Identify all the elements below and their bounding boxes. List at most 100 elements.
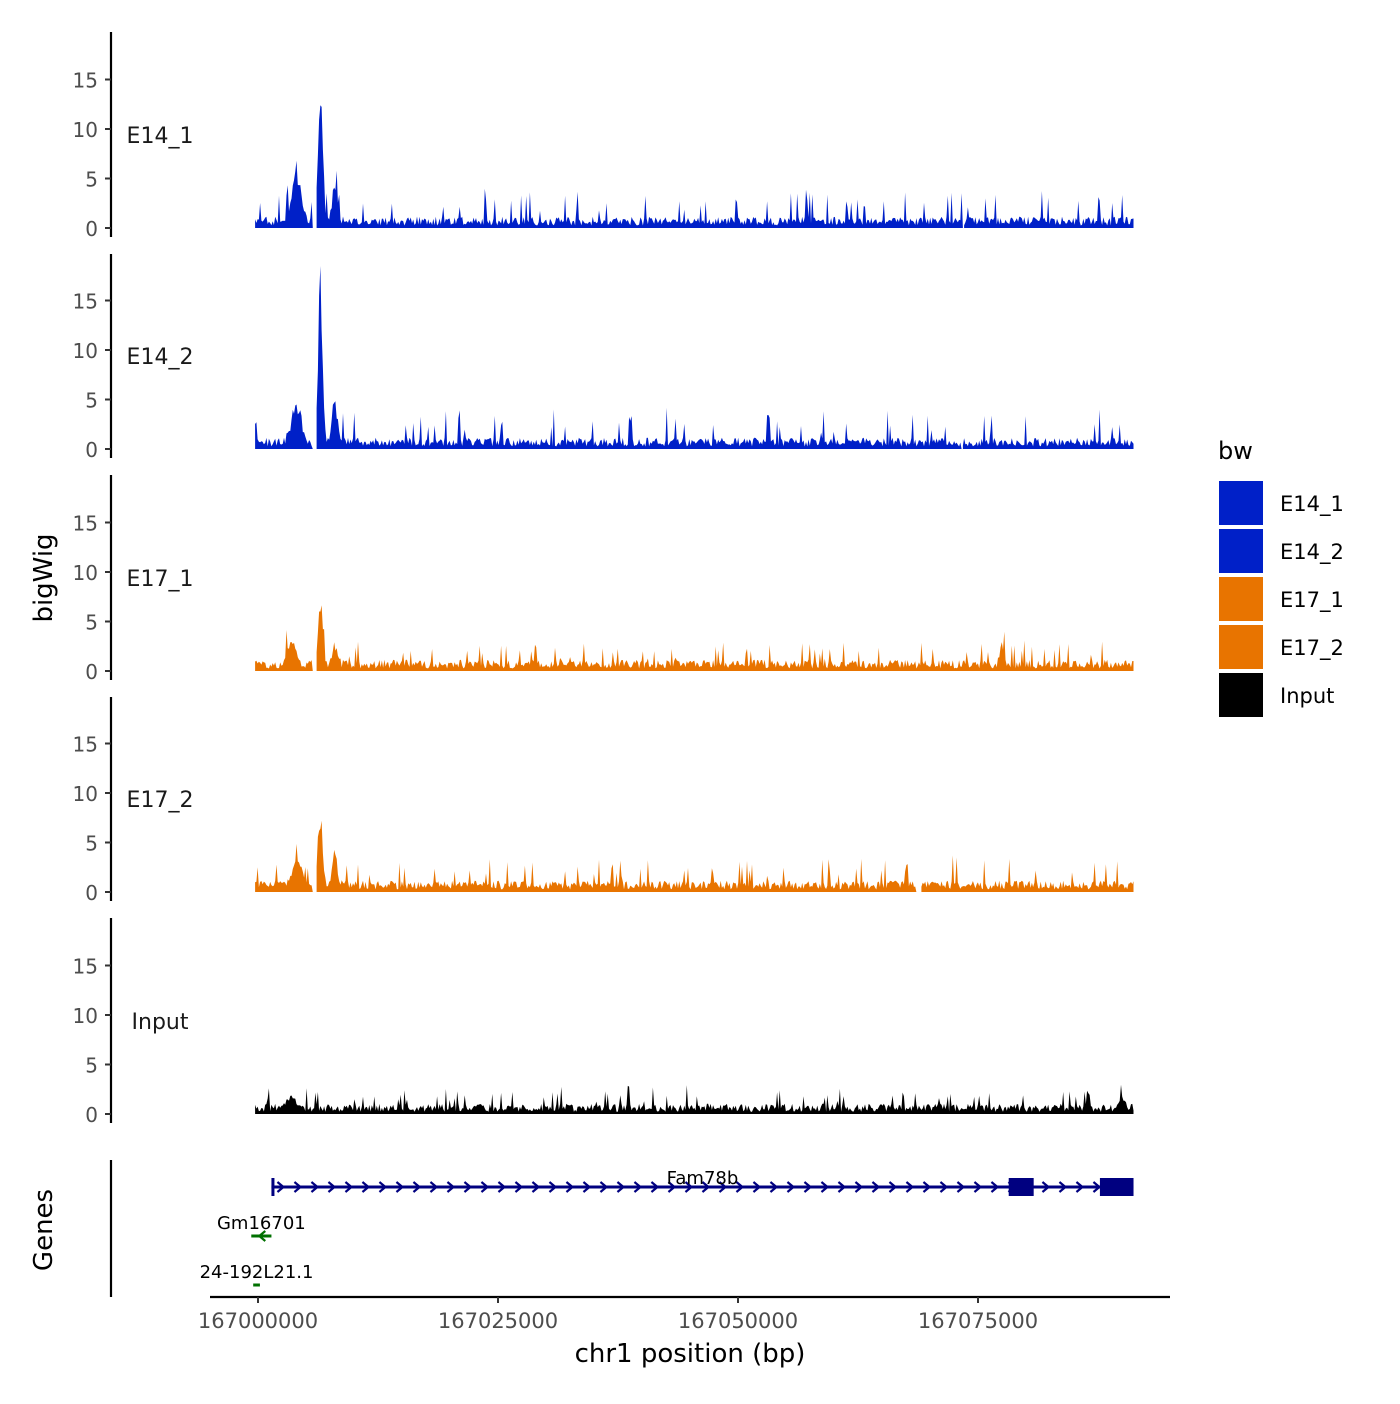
strand-arrow: [1075, 1181, 1085, 1193]
y-tick-label: 10: [73, 782, 98, 806]
strand-arrow: [905, 1181, 915, 1193]
gene-Gm16701: Gm16701: [217, 1213, 306, 1242]
strand-arrow: [480, 1181, 490, 1193]
y-tick-label: 0: [85, 1103, 98, 1127]
y-tick-label: 5: [85, 832, 98, 856]
signal-area-Input: [255, 1084, 1134, 1114]
strand-arrow: [327, 1181, 337, 1193]
x-tick-label: 167050000: [678, 1309, 798, 1333]
strand-arrow: [276, 1181, 286, 1193]
strand-arrow: [514, 1181, 524, 1193]
strand-arrow: [854, 1181, 864, 1193]
strand-arrow: [548, 1181, 558, 1193]
strand-arrow: [293, 1181, 303, 1193]
legend-label-Input: Input: [1280, 684, 1334, 708]
strand-arrow: [684, 1181, 694, 1193]
strand-arrow: [395, 1181, 405, 1193]
genes-axis-label: Genes: [29, 1189, 59, 1271]
exon: [271, 1178, 275, 1196]
signal-area-E14_1: [255, 105, 1134, 228]
x-tick-label: 167025000: [438, 1309, 558, 1333]
y-tick-label: 0: [85, 217, 98, 241]
y-tick-label: 5: [85, 1054, 98, 1078]
y-tick-label: 15: [73, 733, 98, 757]
strand-arrow: [820, 1181, 830, 1193]
legend-title: bw: [1218, 437, 1253, 465]
strand-arrow: [429, 1181, 439, 1193]
track-label: E17_1: [127, 567, 194, 592]
legend-swatch-Input: [1217, 671, 1265, 719]
gene-label: Gm16701: [217, 1213, 306, 1234]
strand-arrow: [922, 1181, 932, 1193]
strand-arrow: [803, 1181, 813, 1193]
y-tick-label: 0: [85, 881, 98, 905]
strand-arrow: [973, 1181, 983, 1193]
strand-arrow: [667, 1181, 677, 1193]
legend-swatch-E17_2: [1217, 623, 1265, 671]
strand-arrow: [582, 1181, 592, 1193]
strand-arrow: [531, 1181, 541, 1193]
gene-label: Fam78b: [667, 1168, 739, 1189]
strand-arrow: [990, 1181, 1000, 1193]
strand-arrow: [565, 1181, 575, 1193]
strand-arrow: [735, 1181, 745, 1193]
strand-arrow: [718, 1181, 728, 1193]
track-E14_2: 0 5 10 15 E14_2: [73, 254, 1134, 462]
track-label: E14_2: [127, 345, 194, 370]
strand-arrow: [344, 1181, 354, 1193]
strand-arrow: [361, 1181, 371, 1193]
strand-arrow: [837, 1181, 847, 1193]
strand-arrow: [650, 1181, 660, 1193]
legend-label-E14_2: E14_2: [1280, 540, 1344, 565]
y-tick-label: 0: [85, 438, 98, 462]
bigwig-tracks: 0 5 10 15 E14_1 0 5 10 15 E14_2 0 5 10 15 E17_1 0 5 10 15 E…: [73, 32, 1134, 1127]
gene-RP24-192L21.1: 24-192L21.1: [200, 1262, 314, 1287]
strand-arrow: [412, 1181, 422, 1193]
strand-arrow: [599, 1181, 609, 1193]
y-tick-label: 15: [73, 290, 98, 314]
signal-area-E17_2: [255, 820, 1134, 892]
track-label: E17_2: [127, 788, 194, 813]
strand-arrow: [616, 1181, 626, 1193]
strand-arrow: [939, 1181, 949, 1193]
strand-arrow: [701, 1181, 711, 1193]
signal-area-E14_2: [255, 266, 1134, 449]
track-E17_2: 0 5 10 15 E17_2: [73, 697, 1134, 905]
legend-swatch-E14_1: [1217, 479, 1265, 527]
y-tick-label: 10: [73, 339, 98, 363]
y-tick-label: 15: [73, 512, 98, 536]
y-tick-label: 10: [73, 561, 98, 585]
gene-Fam78b: Fam78b: [271, 1168, 1134, 1196]
strand-arrow: [1092, 1181, 1102, 1193]
exon: [1008, 1178, 1034, 1196]
y-tick-label: 10: [73, 1004, 98, 1028]
y-tick-label: 0: [85, 660, 98, 684]
legend-swatch-E17_1: [1217, 575, 1265, 623]
legend: bw E14_1 E14_2 E17_1 E17_2 Input: [1217, 437, 1344, 719]
x-tick-label: 167000000: [198, 1309, 318, 1333]
strand-arrow: [769, 1181, 779, 1193]
track-Input: 0 5 10 15 Input: [73, 918, 1134, 1127]
legend-label-E14_1: E14_1: [1280, 492, 1344, 517]
track-E14_1: 0 5 10 15 E14_1: [73, 32, 1134, 241]
strand-arrow: [497, 1181, 507, 1193]
y-axis-label: bigWig: [29, 533, 59, 622]
strand-arrow: [463, 1181, 473, 1193]
strand-arrow: [378, 1181, 388, 1193]
gene-label: 24-192L21.1: [200, 1262, 314, 1283]
track-label: Input: [132, 1010, 189, 1035]
y-tick-label: 5: [85, 611, 98, 635]
x-axis: 167000000 167025000 167050000 167075000: [198, 1295, 1170, 1333]
track-label: E14_1: [127, 124, 194, 149]
strand-arrow: [257, 1230, 266, 1242]
strand-arrow: [786, 1181, 796, 1193]
strand-arrow: [1058, 1181, 1068, 1193]
legend-label-E17_2: E17_2: [1280, 636, 1344, 661]
strand-arrow: [956, 1181, 966, 1193]
strand-arrow: [310, 1181, 320, 1193]
exon: [1099, 1178, 1134, 1196]
y-tick-label: 10: [73, 118, 98, 142]
strand-arrow: [1041, 1181, 1051, 1193]
legend-swatch-E14_2: [1217, 527, 1265, 575]
